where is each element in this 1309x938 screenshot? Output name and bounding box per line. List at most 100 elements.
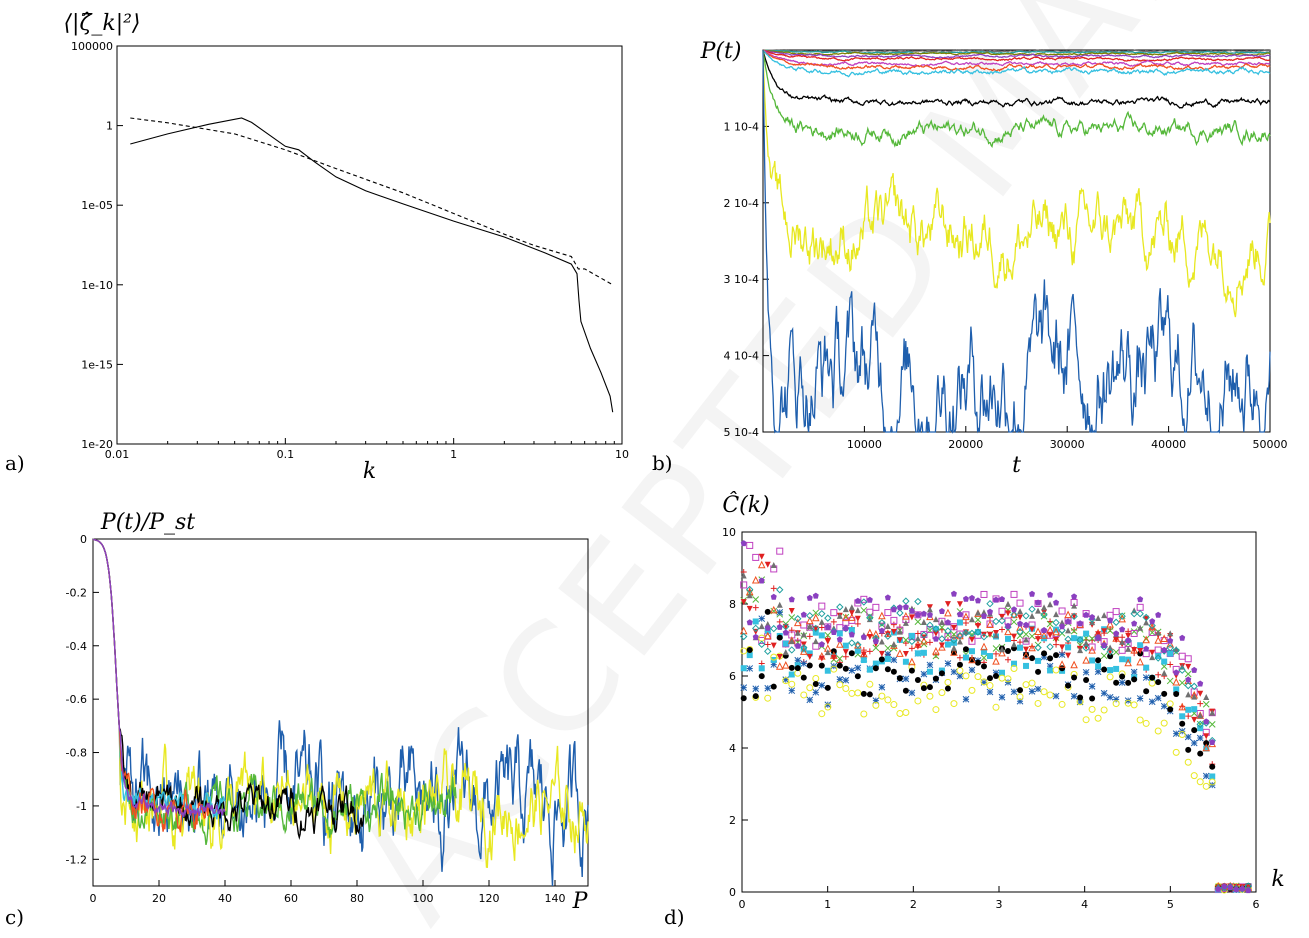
panel-c-ytick-label: -0.8 <box>66 747 87 760</box>
panel-d-point <box>866 616 873 623</box>
panel-a-xtick-label: 10 <box>615 448 629 461</box>
panel-d-point <box>1010 688 1018 696</box>
panel-d-point <box>740 632 748 641</box>
panel-d-point <box>818 624 825 631</box>
panel-d-point <box>1208 778 1216 786</box>
panel-d-point <box>980 678 988 686</box>
panel-d-point <box>974 623 981 630</box>
panel-d-xtick-label: 2 <box>910 898 917 911</box>
panel-d-point <box>1071 635 1078 642</box>
panel-d-point <box>836 624 844 632</box>
panel-d-point <box>860 690 867 697</box>
panel-d-point <box>1112 700 1120 708</box>
panel-d-point <box>836 612 843 619</box>
panel-d-point <box>1004 675 1012 683</box>
panel-d-point <box>830 618 837 625</box>
panel-d-point <box>1040 611 1048 619</box>
panel-d-point <box>752 624 760 633</box>
panel-c-xtick-label: 20 <box>152 892 166 905</box>
panel-d-point <box>818 641 825 648</box>
panel-d-point <box>764 647 772 656</box>
panel-d-point <box>1118 646 1126 654</box>
panel-d-point <box>1112 608 1120 616</box>
panel-d-point <box>751 575 760 584</box>
panel-d-point <box>908 689 916 697</box>
panel-d-point <box>746 647 753 654</box>
panel-d-point <box>770 561 777 568</box>
panel-d-point <box>740 695 747 702</box>
panel-d-point <box>860 598 868 606</box>
panel-d-point <box>1166 639 1174 648</box>
panel-d-point <box>1149 654 1156 661</box>
panel-a-ytick-label: 1 <box>106 120 113 133</box>
panel-d-point <box>1005 656 1012 663</box>
panel-d-point <box>1100 652 1108 660</box>
panel-d-ytick-label: 8 <box>729 598 736 611</box>
panel-d-point <box>1053 599 1060 606</box>
panel-d-point <box>1071 602 1078 609</box>
panel-d-point <box>830 654 837 661</box>
panel-d-point <box>956 619 963 626</box>
panel-d-point <box>782 640 789 647</box>
panel-d-point <box>908 632 915 639</box>
panel-d-point <box>944 619 951 626</box>
panel-d-point <box>1203 694 1210 701</box>
panel-d-point <box>1058 651 1066 659</box>
panel-d-xlabel: k <box>1271 867 1284 892</box>
panel-d-point <box>1077 694 1084 701</box>
panel-d-point <box>1052 692 1060 700</box>
panel-d-point <box>824 703 832 711</box>
panel-d-point <box>854 607 861 614</box>
panel-d-point <box>800 691 808 699</box>
panel-d-point <box>1089 614 1096 621</box>
panel-d-point <box>914 635 921 642</box>
panel-d-point <box>806 696 814 704</box>
panel-d-point <box>920 685 927 692</box>
panel-d-point <box>1190 772 1198 780</box>
panel-d-point <box>974 597 981 604</box>
panel-d-point <box>872 603 880 611</box>
panel-d-point <box>812 624 820 633</box>
panel-d-point <box>884 666 891 673</box>
panel-d-point <box>1064 635 1072 643</box>
panel-d-point <box>1100 706 1108 714</box>
panel-d-point <box>770 624 778 633</box>
panel-d-point <box>944 601 951 608</box>
panel-d-point <box>1136 657 1144 666</box>
panel-d-point <box>752 693 759 700</box>
panel-d-point <box>926 611 933 618</box>
panel-c-xtick-label: 0 <box>90 892 97 905</box>
panel-d-point <box>793 618 802 627</box>
panel-d-point <box>1106 673 1114 681</box>
panel-d-point <box>1070 660 1078 669</box>
panel-b-series <box>762 49 1271 55</box>
panel-d-point <box>986 631 993 638</box>
panel-d-point <box>1083 630 1090 637</box>
panel-d-point <box>878 619 886 627</box>
panel-d-point <box>962 695 970 703</box>
panel-d-point <box>1040 688 1048 696</box>
panel-d-point <box>1166 644 1174 652</box>
panel-d-point <box>848 689 856 697</box>
panel-c-ytick-label: -1.2 <box>66 853 87 866</box>
panel-d-point <box>848 604 855 611</box>
panel-d-point <box>1089 657 1096 664</box>
panel-d-point <box>1112 618 1120 626</box>
panel-d-point <box>1082 644 1090 652</box>
panel-d-point <box>1137 647 1144 654</box>
panel-d-point <box>740 540 747 547</box>
panel-d-point <box>1010 618 1018 626</box>
panel-d-point <box>1154 727 1162 735</box>
panel-d-point <box>999 626 1005 633</box>
panel-d-point <box>938 670 945 677</box>
panel-d-point <box>1209 763 1216 770</box>
panel-d-point <box>914 677 921 684</box>
panel-d-point <box>1077 647 1084 654</box>
panel-d-point <box>1130 645 1138 654</box>
panel-d-point <box>848 613 856 621</box>
panel-d-point <box>980 609 987 616</box>
panel-c-xtick-label: 100 <box>413 892 434 905</box>
panel-d-point <box>1040 631 1048 639</box>
panel-d-point <box>799 647 808 655</box>
panel-d-point <box>1106 620 1114 628</box>
